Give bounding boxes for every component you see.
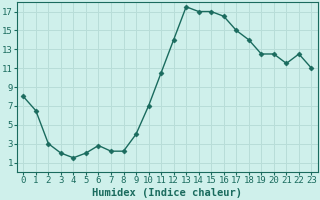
X-axis label: Humidex (Indice chaleur): Humidex (Indice chaleur) (92, 188, 242, 198)
